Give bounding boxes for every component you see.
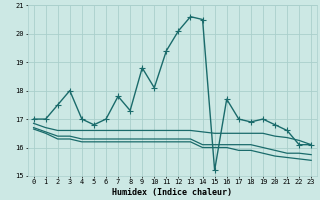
X-axis label: Humidex (Indice chaleur): Humidex (Indice chaleur) <box>112 188 232 197</box>
